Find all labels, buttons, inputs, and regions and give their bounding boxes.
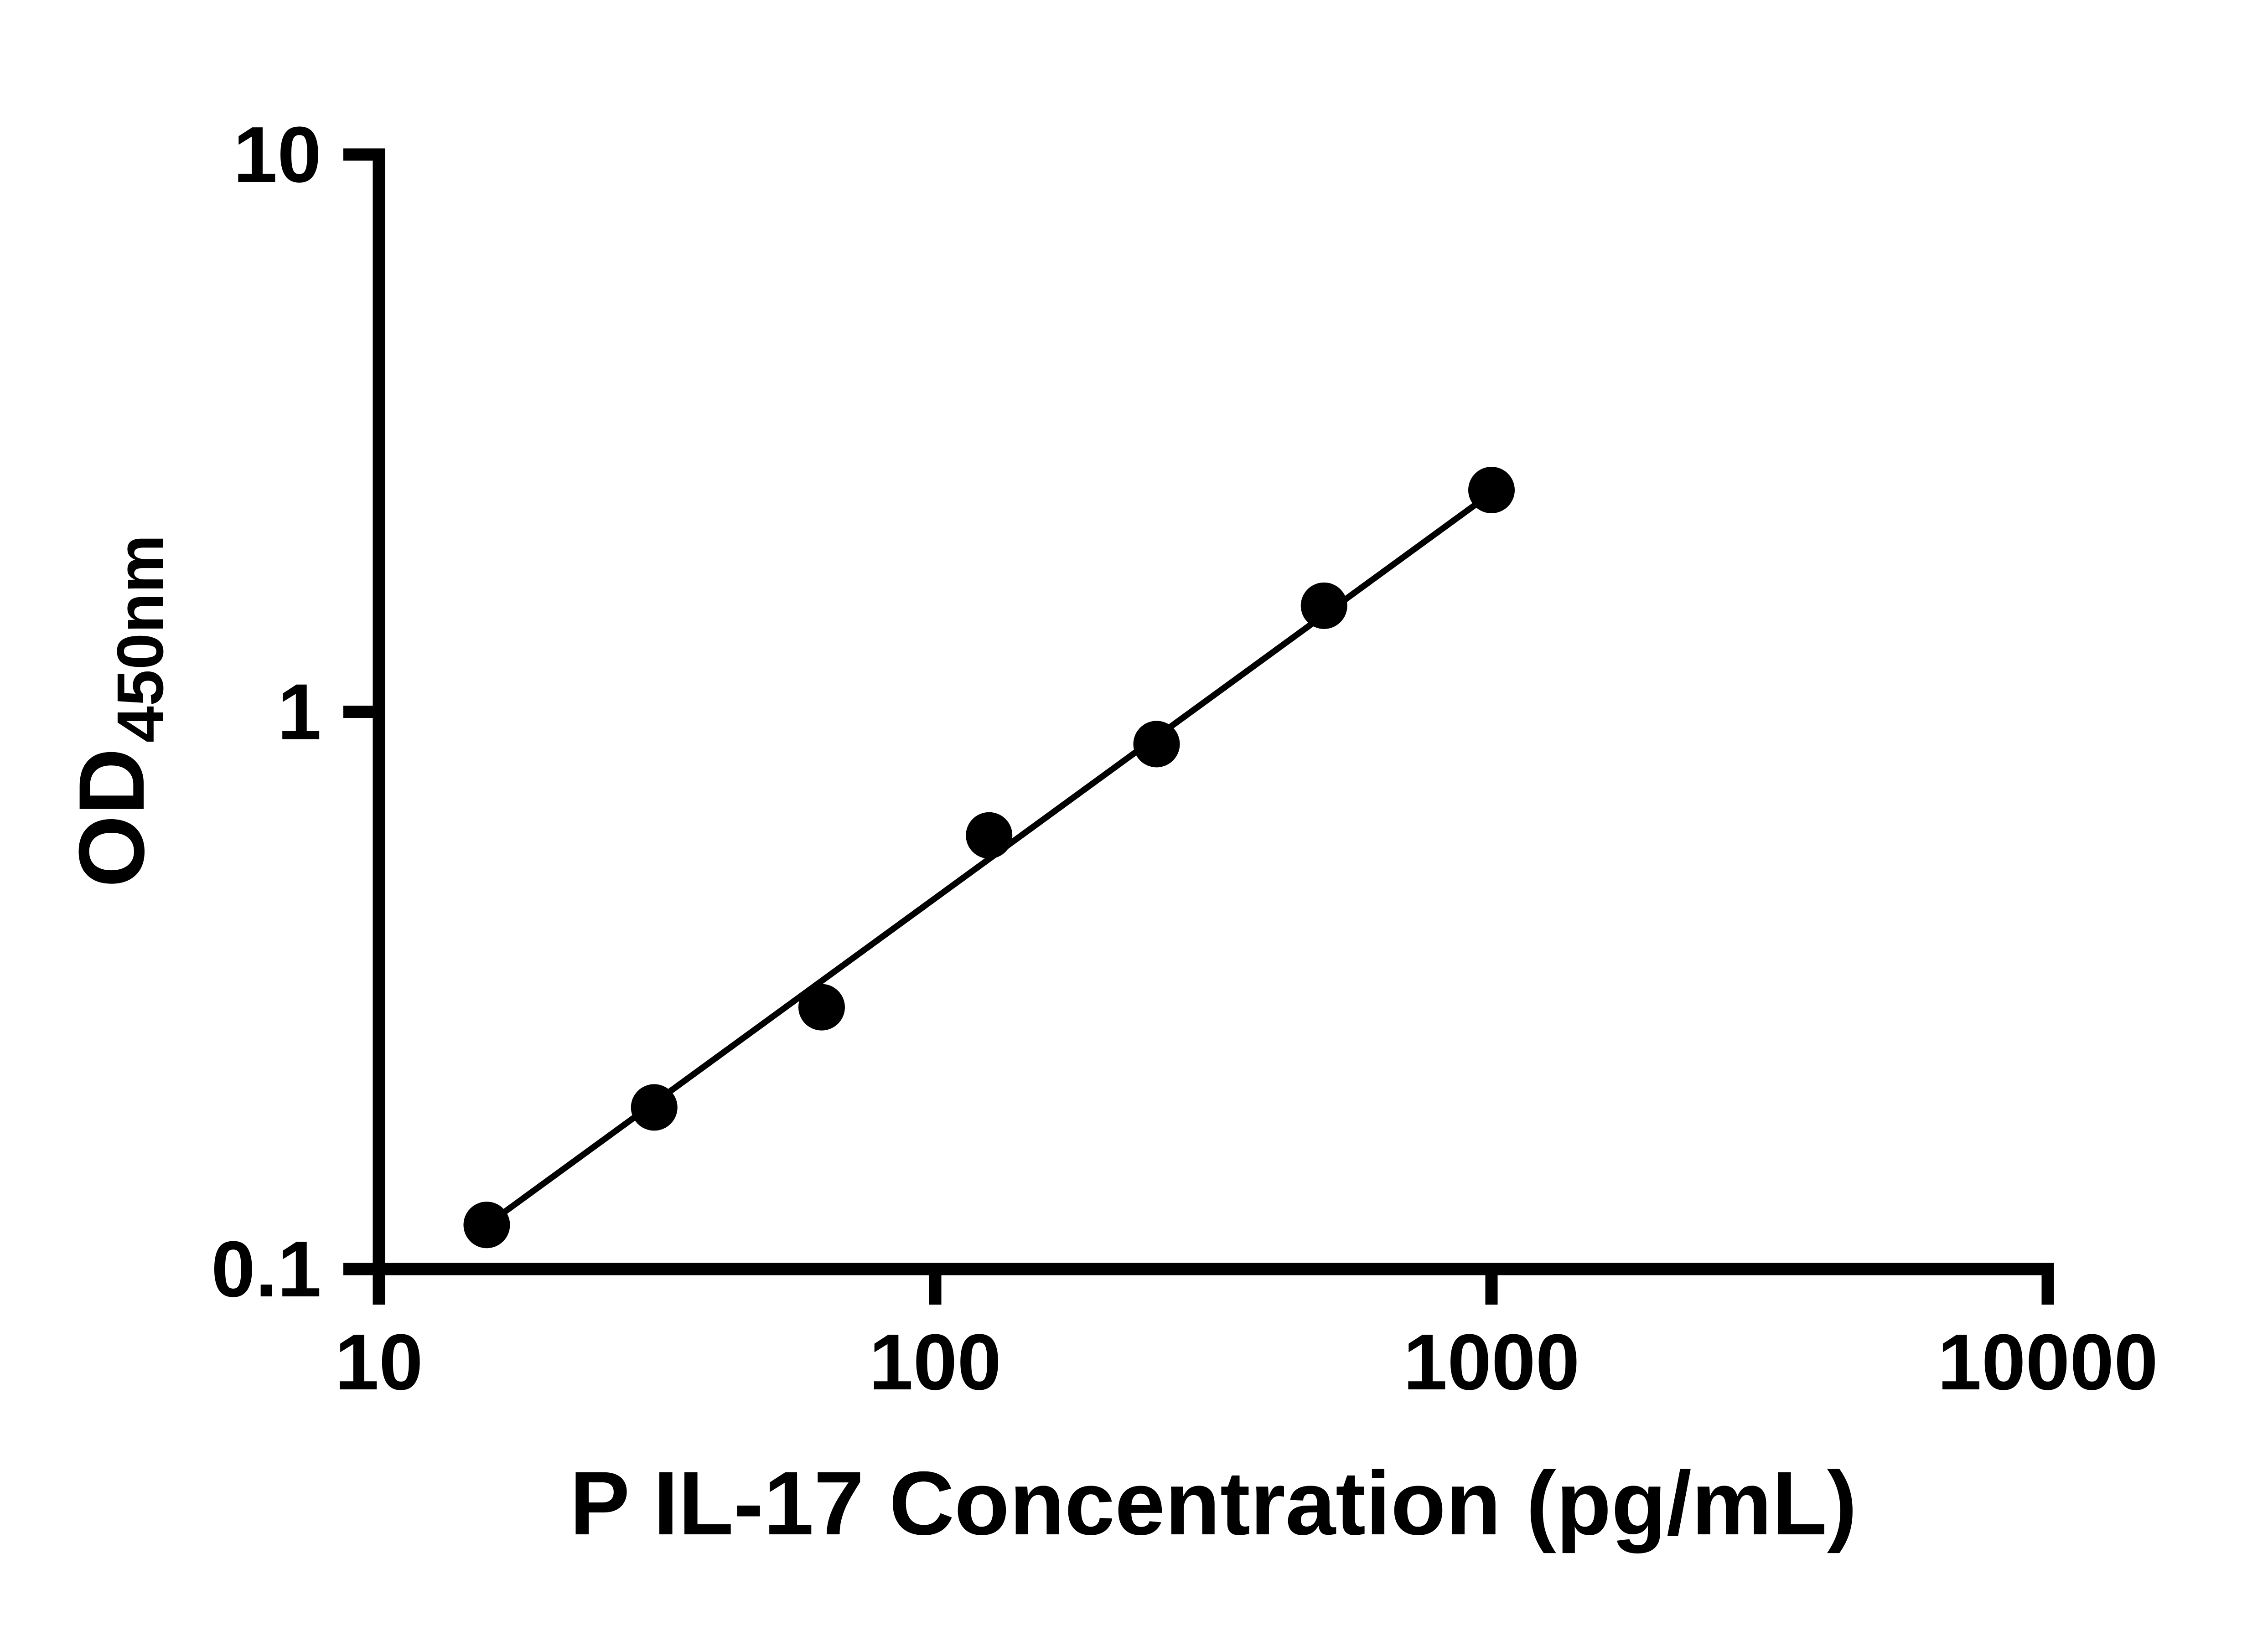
x-axis-title: P IL-17 Concentration (pg/mL)	[570, 1453, 1857, 1553]
data-point	[1133, 721, 1180, 768]
data-point	[1300, 582, 1347, 629]
data-point	[463, 1202, 510, 1249]
y-tick-label: 10	[233, 110, 321, 199]
x-tick-label: 10	[335, 1317, 423, 1406]
data-point	[1468, 467, 1515, 514]
y-axis-title-subscript: 450nm	[104, 535, 177, 743]
axis-ticks	[343, 148, 2054, 1305]
data-point	[798, 984, 845, 1031]
x-tick-label: 1000	[1403, 1317, 1579, 1406]
data-point	[631, 1084, 678, 1131]
plot-series	[463, 467, 1515, 1249]
x-tick-label: 10000	[1937, 1317, 2158, 1406]
axes	[373, 148, 2054, 1275]
y-axis-title: OD 450nm	[60, 535, 177, 888]
y-tick-label: 1	[277, 667, 321, 756]
y-tick-label: 0.1	[211, 1224, 321, 1313]
data-point	[966, 812, 1013, 859]
svg-text:OD 450nm: OD 450nm	[60, 535, 177, 888]
y-axis-title-main: OD	[60, 748, 164, 888]
axis-tick-labels: 10 100 1000 10000 0.1 1 10	[211, 110, 2158, 1406]
x-tick-label: 100	[869, 1317, 1001, 1406]
